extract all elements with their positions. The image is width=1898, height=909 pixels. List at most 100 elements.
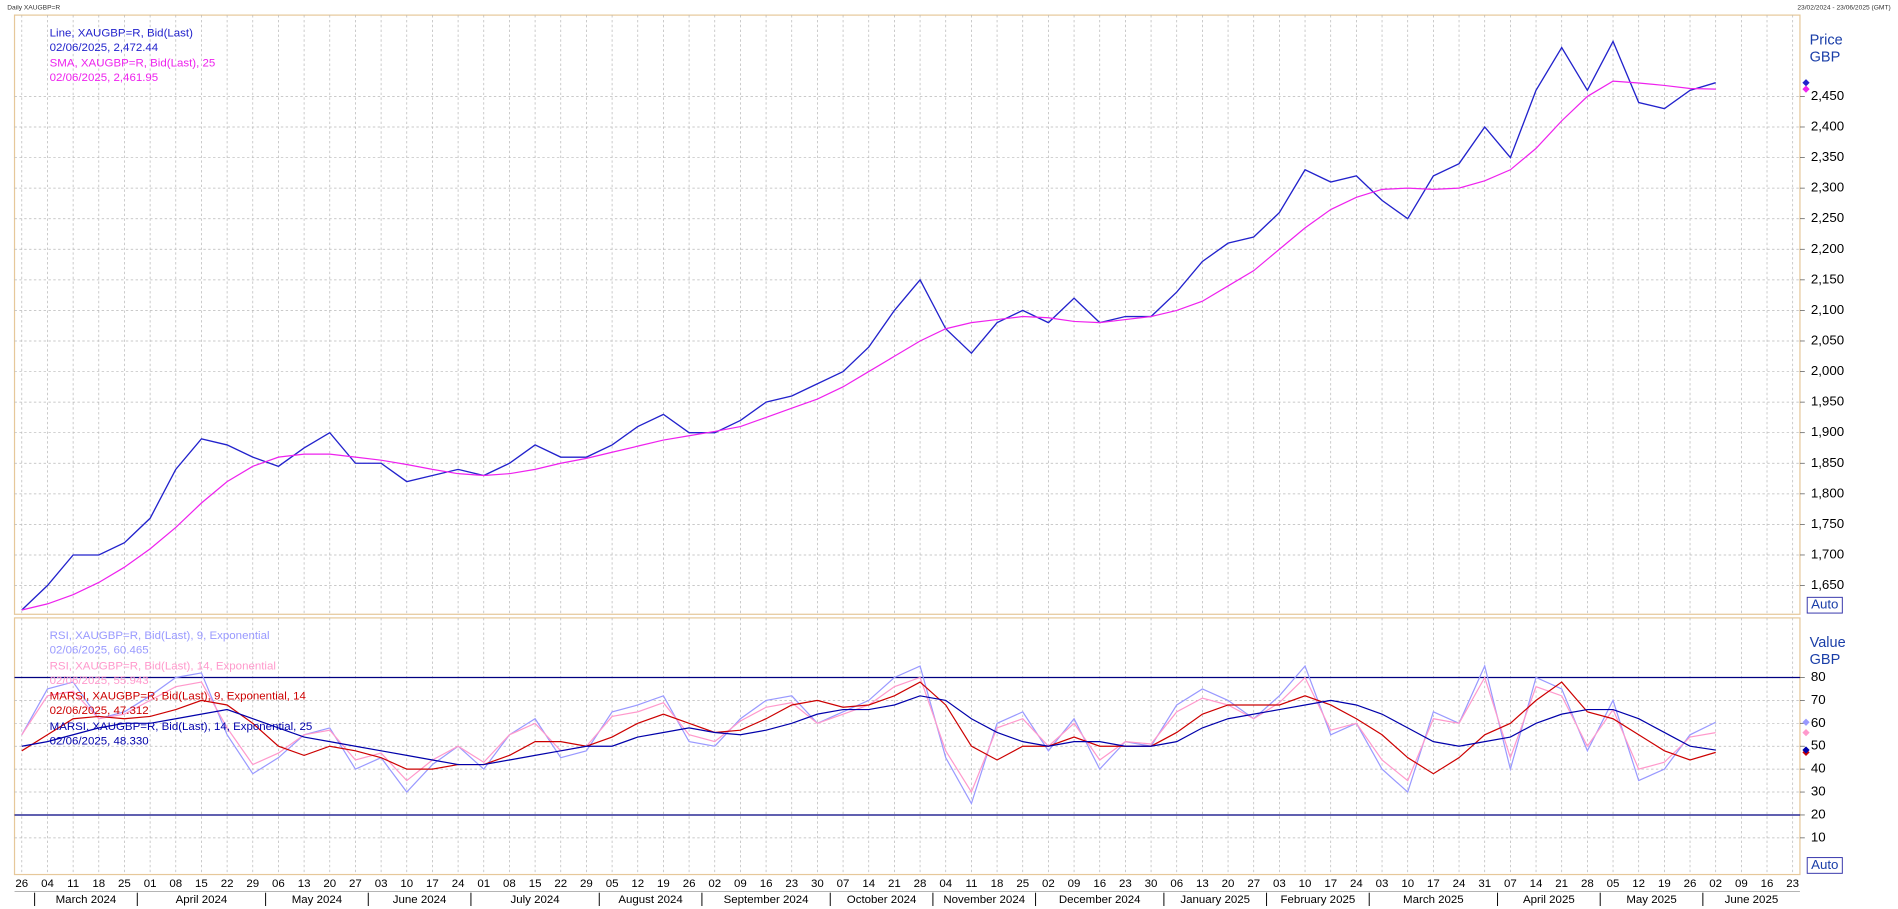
last-value-marker	[1802, 746, 1810, 754]
x-tick-label: 29	[246, 878, 259, 890]
scale-button[interactable]	[1806, 596, 1843, 614]
x-tick-label: 30	[1145, 878, 1158, 890]
legend-value: 02/06/2025, 48.330	[50, 735, 149, 747]
y-tick-label: 50	[1811, 738, 1826, 753]
x-tick-label: 29	[580, 878, 593, 890]
y-tick-label: 2,150	[1811, 271, 1844, 286]
x-tick-label: 10	[400, 878, 413, 890]
legend-value: 02/06/2025, 60.465	[50, 645, 149, 657]
month-label: May 2024	[292, 894, 343, 906]
x-tick-label: 13	[298, 878, 311, 890]
x-tick-label: 11	[67, 878, 79, 890]
x-tick-label: 08	[169, 878, 182, 890]
y-tick-label: 2,350	[1811, 149, 1844, 164]
month-label: November 2024	[943, 894, 1025, 906]
x-tick-label: 03	[375, 878, 388, 890]
month-label: September 2024	[724, 894, 810, 906]
x-tick-label: 06	[1170, 878, 1183, 890]
series-line	[21, 80, 1716, 611]
y-tick-label: 40	[1811, 761, 1826, 776]
y-tick-label: 2,200	[1811, 241, 1844, 256]
series-line	[21, 681, 1716, 775]
x-tick-label: 05	[606, 878, 619, 890]
x-tick-label: 09	[734, 878, 747, 890]
x-tick-label: 25	[1016, 878, 1029, 890]
scale-button-label[interactable]: Auto	[1811, 857, 1838, 872]
month-label: April 2024	[176, 894, 228, 906]
x-tick-label: 17	[426, 878, 439, 890]
x-tick-label: 27	[1247, 878, 1260, 890]
x-tick-label: 16	[1093, 878, 1106, 890]
month-label: April 2025	[1523, 894, 1575, 906]
y-tick-label: 1,800	[1811, 485, 1844, 500]
y-tick-label: 1,750	[1811, 516, 1844, 531]
x-tick-label: 02	[708, 878, 721, 890]
last-value-marker	[1802, 85, 1810, 93]
pane-frame	[13, 14, 1801, 615]
month-label: May 2025	[1626, 894, 1676, 906]
x-tick-label: 25	[118, 878, 131, 890]
x-tick-label: 17	[1324, 878, 1337, 890]
x-tick-label: 10	[1299, 878, 1312, 890]
x-tick-label: 16	[1761, 878, 1774, 890]
month-label: January 2025	[1180, 894, 1250, 906]
y-tick-label: 10	[1811, 829, 1826, 844]
x-tick-label: 09	[1735, 878, 1748, 890]
x-tick-label: 07	[1504, 878, 1517, 890]
month-label: October 2024	[847, 894, 917, 906]
x-tick-label: 12	[1632, 878, 1645, 890]
x-tick-label: 08	[503, 878, 516, 890]
x-tick-label: 24	[452, 878, 465, 890]
x-tick-label: 15	[529, 878, 542, 890]
y-axis-title: GBP	[1810, 652, 1841, 668]
x-tick-label: 02	[1709, 878, 1722, 890]
last-value-marker	[1802, 79, 1810, 87]
x-tick-label: 14	[1530, 878, 1543, 890]
legend-value: 02/06/2025, 47.312	[50, 705, 149, 717]
month-label: February 2025	[1281, 894, 1356, 906]
legend-entry: Line, XAUGBP=R, Bid(Last)	[50, 27, 193, 39]
month-label: December 2024	[1059, 894, 1141, 906]
month-label: March 2025	[1403, 894, 1464, 906]
x-tick-label: 24	[1453, 878, 1466, 890]
legend-entry: MARSI, XAUGBP=R, Bid(Last), 9, Exponenti…	[50, 691, 307, 703]
x-tick-label: 22	[554, 878, 567, 890]
y-tick-label: 1,850	[1811, 455, 1844, 470]
x-tick-label: 02	[1042, 878, 1055, 890]
x-tick-label: 03	[1273, 878, 1286, 890]
month-label: August 2024	[618, 894, 683, 906]
x-tick-label: 31	[1478, 878, 1491, 890]
y-tick-label: 2,450	[1811, 88, 1844, 103]
scale-button-label[interactable]: Auto	[1811, 597, 1838, 612]
month-label: June 2024	[393, 894, 447, 906]
y-tick-label: 70	[1811, 692, 1826, 707]
scale-button[interactable]	[1806, 857, 1843, 874]
x-tick-label: 13	[1196, 878, 1209, 890]
y-tick-label: 1,900	[1811, 424, 1844, 439]
x-tick-label: 01	[144, 878, 157, 890]
x-tick-label: 19	[1658, 878, 1671, 890]
x-tick-label: 16	[760, 878, 773, 890]
x-tick-label: 18	[991, 878, 1004, 890]
x-tick-label: 28	[914, 878, 927, 890]
x-tick-label: 30	[811, 878, 824, 890]
x-tick-label: 24	[1350, 878, 1363, 890]
legend-value: 02/06/2025, 2,461.95	[50, 72, 159, 84]
last-value-marker	[1802, 718, 1810, 726]
x-tick-label: 12	[631, 878, 644, 890]
x-tick-label: 21	[888, 878, 901, 890]
x-tick-label: 23	[1786, 878, 1799, 890]
x-tick-label: 03	[1376, 878, 1389, 890]
x-tick-label: 09	[1068, 878, 1081, 890]
x-tick-label: 01	[477, 878, 490, 890]
month-label: June 2025	[1725, 894, 1779, 906]
x-tick-label: 22	[221, 878, 234, 890]
legend-value: 02/06/2025, 2,472.44	[50, 42, 159, 54]
series-line	[21, 39, 1716, 611]
x-tick-label: 05	[1607, 878, 1620, 890]
series-line	[21, 695, 1716, 766]
y-tick-label: 2,000	[1811, 363, 1844, 378]
y-tick-label: 2,300	[1811, 180, 1844, 195]
x-tick-label: 14	[862, 878, 875, 890]
y-tick-label: 1,650	[1811, 577, 1844, 592]
